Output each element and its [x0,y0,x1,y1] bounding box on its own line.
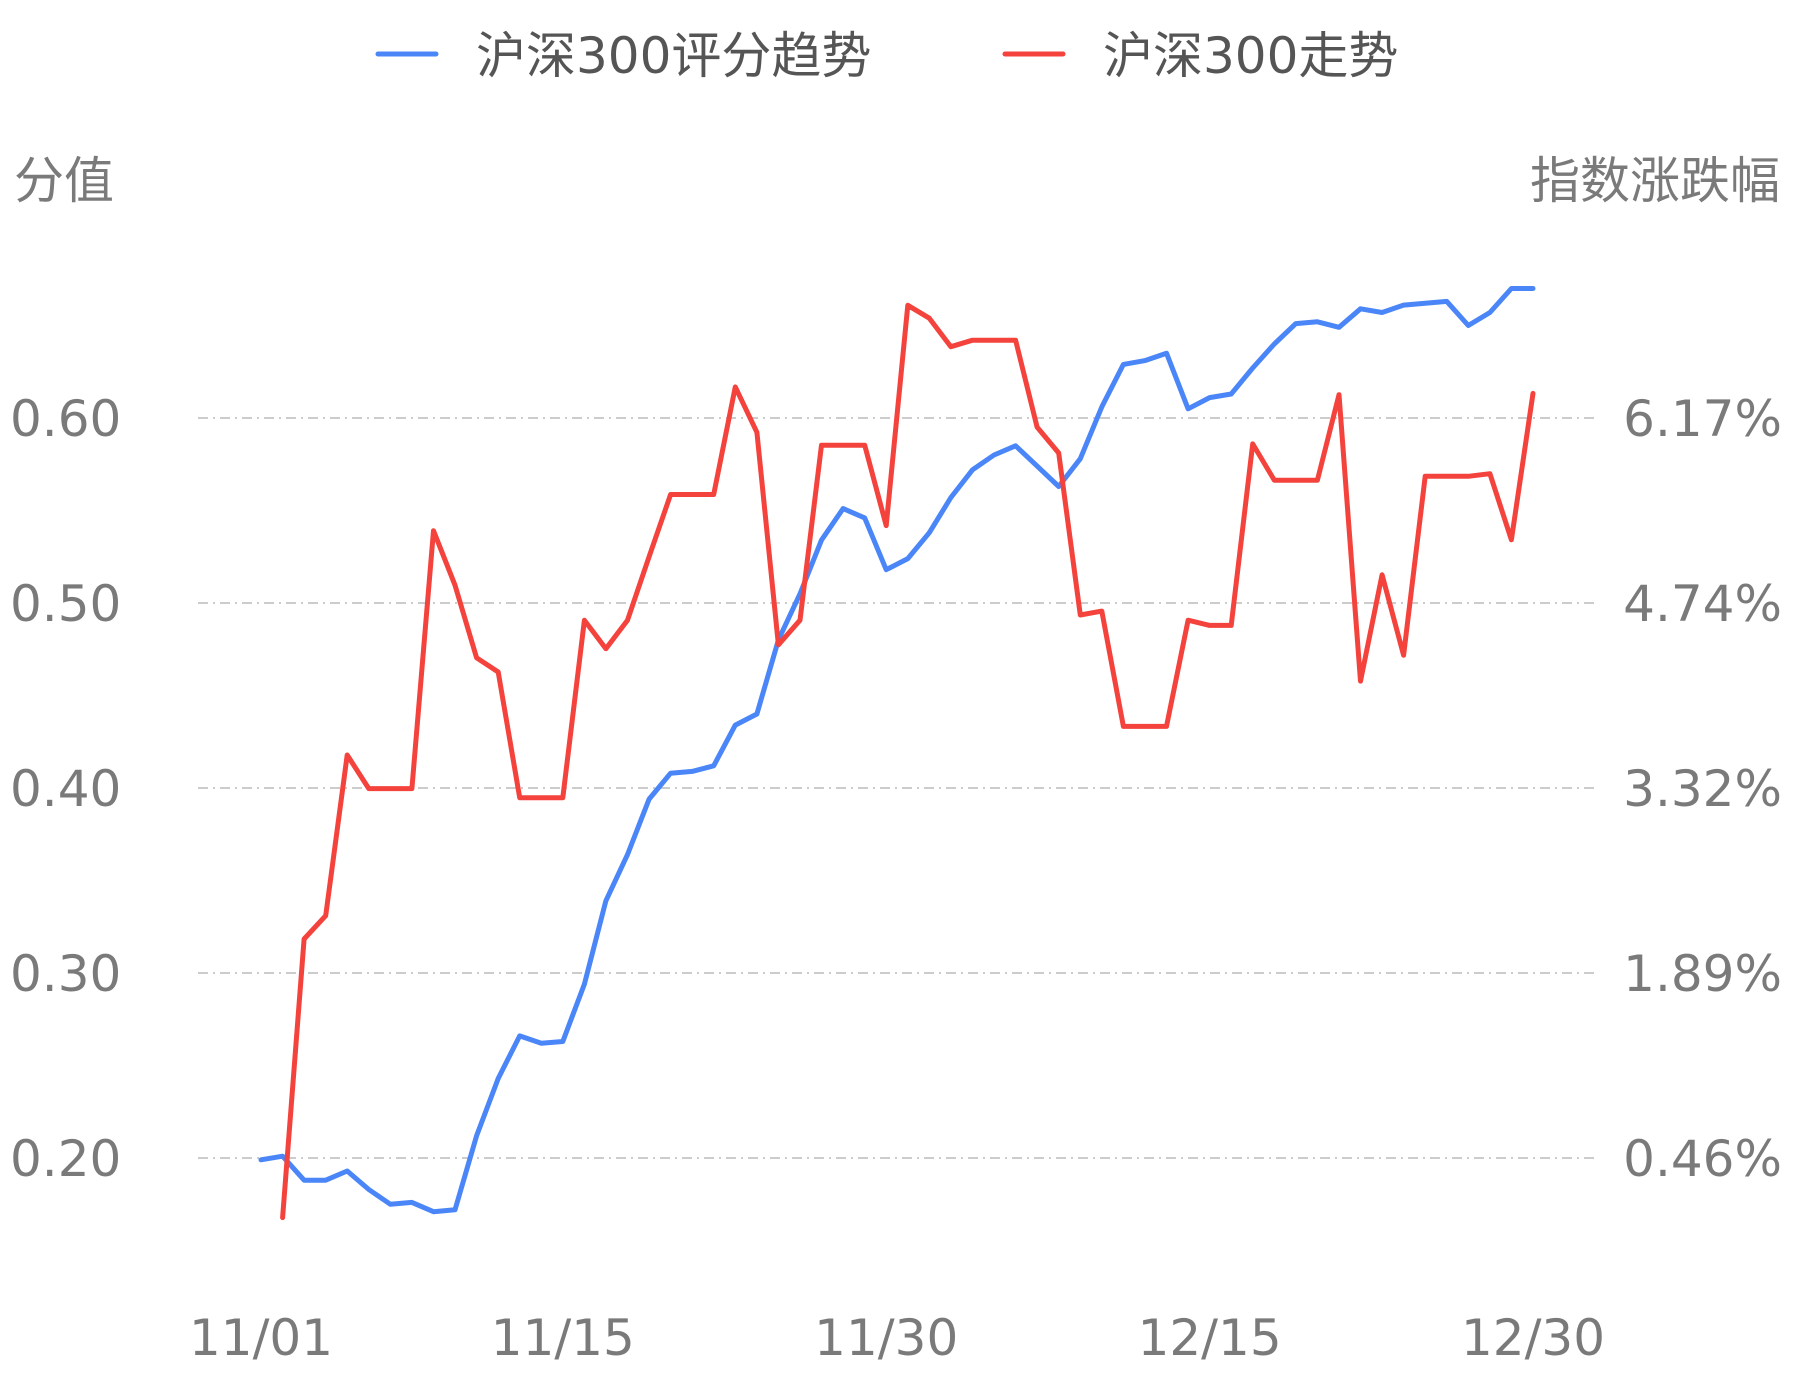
x-tick-label: 12/15 [1138,1309,1282,1367]
x-tick-label: 11/30 [814,1309,958,1367]
x-tick-label: 12/30 [1461,1309,1605,1367]
legend: 沪深300评分趋势 沪深300走势 [375,27,1398,85]
y-right-tick-label: 4.74% [1623,575,1782,633]
series-line-index-trend [280,302,1536,1221]
x-tick-label: 11/15 [491,1309,635,1367]
y-right-tick-label: 1.89% [1623,945,1782,1003]
x-tick-labels: 11/01 11/15 11/30 12/15 12/30 [189,1309,1605,1367]
y-left-tick-label: 0.60 [10,390,121,448]
y-left-tick-label: 0.50 [10,575,121,633]
x-tick-label: 11/01 [189,1309,333,1367]
y-right-tick-label: 3.32% [1623,760,1782,818]
y-left-tick-label: 0.40 [10,760,121,818]
y-right-tick-label: 6.17% [1623,390,1782,448]
y-left-axis-title: 分值 [14,152,114,210]
series-layer [258,286,1536,1221]
y-right-tick-labels: 6.17% 4.74% 3.32% 1.89% 0.46% [1623,390,1782,1188]
y-right-axis-title: 指数涨跌幅 [1530,152,1780,210]
legend-label-index: 沪深300走势 [1103,27,1398,85]
y-left-tick-labels: 0.60 0.50 0.40 0.30 0.20 [10,390,121,1188]
series-line-score-trend [258,286,1536,1215]
y-right-tick-label: 0.46% [1623,1130,1782,1188]
legend-label-score: 沪深300评分趋势 [476,27,871,85]
gridlines [198,417,1598,1159]
y-left-tick-label: 0.30 [10,945,121,1003]
y-left-tick-label: 0.20 [10,1130,121,1188]
